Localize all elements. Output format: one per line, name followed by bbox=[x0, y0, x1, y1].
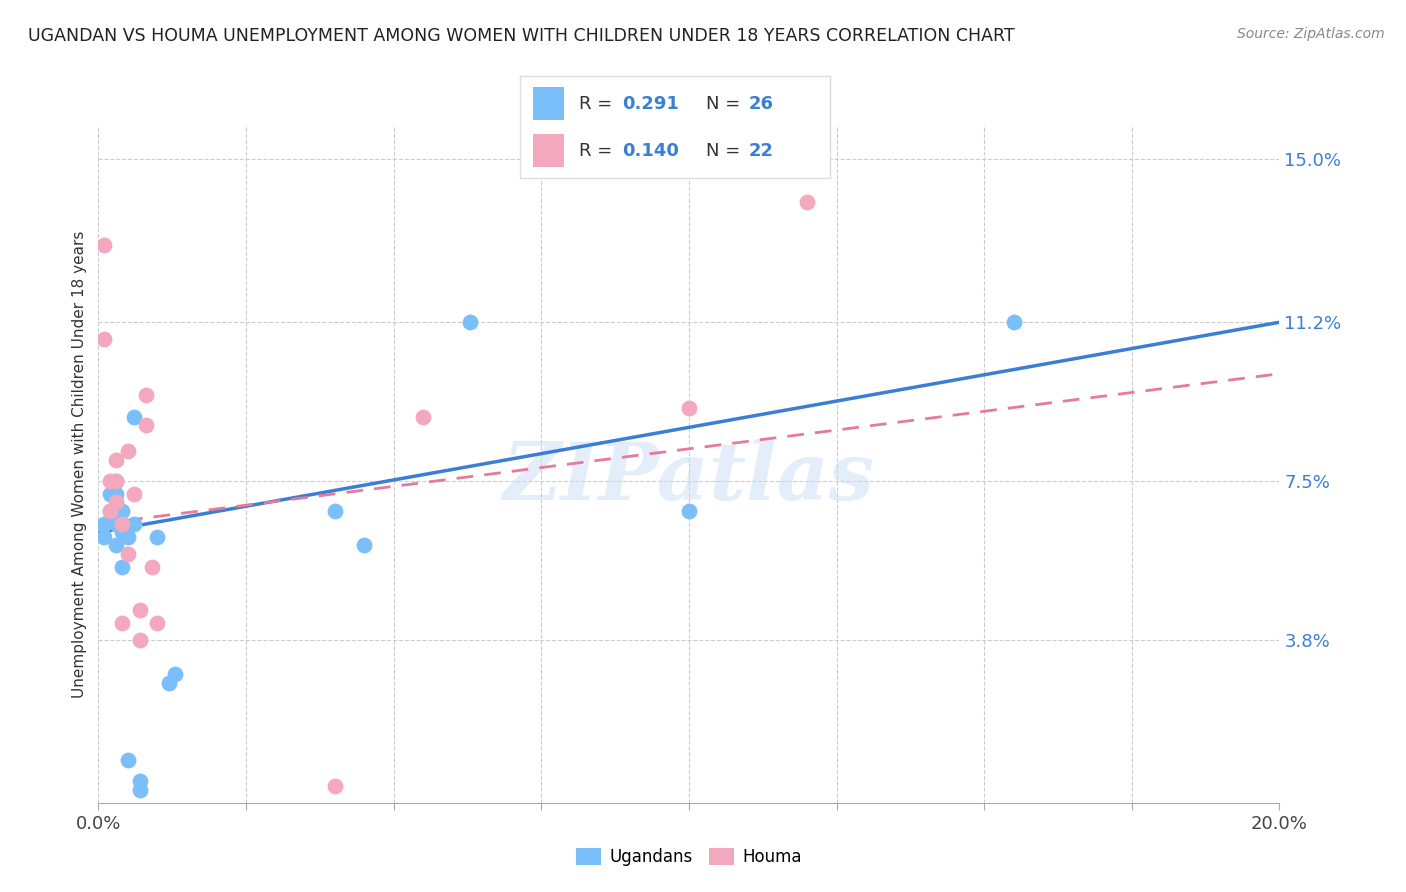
Legend: Ugandans, Houma: Ugandans, Houma bbox=[569, 841, 808, 872]
Text: 0.140: 0.140 bbox=[623, 142, 679, 160]
Text: N =: N = bbox=[706, 95, 745, 112]
Point bbox=[117, 530, 139, 544]
Point bbox=[111, 559, 134, 574]
Point bbox=[128, 783, 150, 797]
Point bbox=[105, 516, 128, 531]
Point bbox=[796, 195, 818, 210]
Y-axis label: Unemployment Among Women with Children Under 18 years: Unemployment Among Women with Children U… bbox=[72, 230, 87, 698]
Point bbox=[128, 632, 150, 647]
Point bbox=[460, 315, 482, 329]
Bar bbox=[533, 135, 564, 167]
Text: UGANDAN VS HOUMA UNEMPLOYMENT AMONG WOMEN WITH CHILDREN UNDER 18 YEARS CORRELATI: UGANDAN VS HOUMA UNEMPLOYMENT AMONG WOME… bbox=[28, 27, 1015, 45]
Point bbox=[146, 530, 169, 544]
Point bbox=[105, 474, 128, 488]
Text: 22: 22 bbox=[749, 142, 775, 160]
Point bbox=[1002, 315, 1025, 329]
Point bbox=[135, 418, 157, 433]
Point bbox=[93, 530, 115, 544]
Point bbox=[105, 474, 128, 488]
Point bbox=[93, 333, 115, 347]
Point bbox=[111, 504, 134, 518]
Bar bbox=[533, 87, 564, 120]
Point bbox=[157, 675, 180, 690]
Text: 0.291: 0.291 bbox=[623, 95, 679, 112]
Point bbox=[105, 487, 128, 501]
Point bbox=[678, 504, 700, 518]
Point bbox=[98, 487, 121, 501]
Point bbox=[323, 504, 346, 518]
Text: Source: ZipAtlas.com: Source: ZipAtlas.com bbox=[1237, 27, 1385, 41]
Point bbox=[105, 504, 128, 518]
Point bbox=[412, 409, 434, 424]
Point bbox=[105, 452, 128, 467]
Point bbox=[122, 487, 145, 501]
Point bbox=[117, 547, 139, 561]
Point bbox=[111, 525, 134, 540]
Point bbox=[323, 779, 346, 793]
Point bbox=[122, 516, 145, 531]
Point bbox=[93, 238, 115, 252]
Point bbox=[117, 753, 139, 767]
Point bbox=[111, 516, 134, 531]
Point bbox=[93, 516, 115, 531]
Point bbox=[128, 774, 150, 789]
Point bbox=[353, 538, 375, 552]
Point bbox=[122, 409, 145, 424]
Point bbox=[98, 474, 121, 488]
Point bbox=[117, 444, 139, 458]
Point bbox=[111, 615, 134, 630]
Point bbox=[135, 388, 157, 402]
Text: ZIPatlas: ZIPatlas bbox=[503, 439, 875, 516]
Text: 26: 26 bbox=[749, 95, 775, 112]
Text: N =: N = bbox=[706, 142, 745, 160]
Point bbox=[678, 401, 700, 415]
Point bbox=[98, 504, 121, 518]
Point bbox=[105, 538, 128, 552]
Point bbox=[146, 615, 169, 630]
Point bbox=[128, 603, 150, 617]
Point bbox=[105, 495, 128, 509]
Text: R =: R = bbox=[579, 142, 619, 160]
Point bbox=[165, 667, 187, 681]
Point bbox=[141, 559, 163, 574]
Point bbox=[98, 504, 121, 518]
Text: R =: R = bbox=[579, 95, 619, 112]
